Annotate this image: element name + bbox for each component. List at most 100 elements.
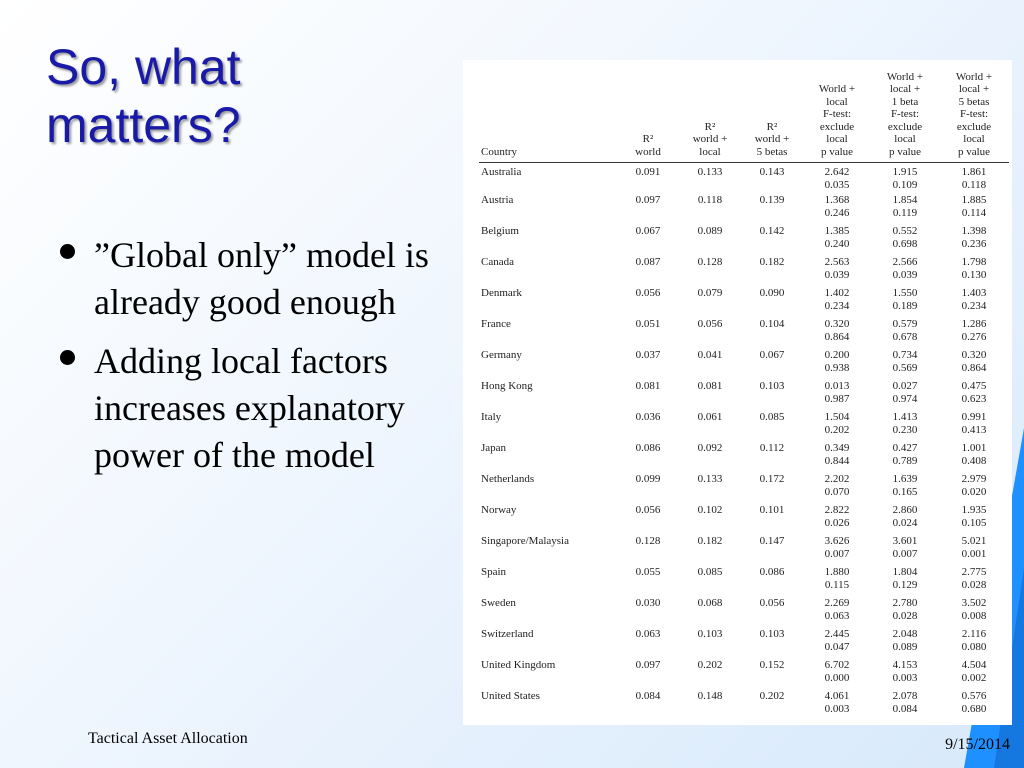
cell-ftest-world-local-1-beta: 2.780 0.028 [892, 597, 918, 622]
column-header-ftest-world-local-5-betas: World + local + 5 betas F-test: exclude … [939, 64, 1009, 163]
cell-ftest-world-local: 2.202 0.070 [824, 473, 850, 498]
slide-title: So, what matters? [46, 39, 241, 153]
cell-ftest-world-local-1-beta: 1.639 0.165 [892, 473, 918, 498]
cell-ftest-world-local: 0.349 0.844 [824, 442, 850, 467]
cell-ftest-world-local-5-betas: 2.979 0.020 [961, 473, 987, 498]
cell-country: Netherlands [481, 473, 535, 485]
cell-r2-world-5-betas: 0.142 [759, 225, 785, 237]
table-row: Sweden 0.030 0.068 0.056 2.269 0.063 2.780 0.… [479, 597, 1009, 628]
table-row: Norway 0.056 0.102 0.101 2.822 0.026 2.860 0.… [479, 504, 1009, 535]
cell-r2-world-local: 0.103 [697, 628, 723, 640]
cell-country: Switzerland [481, 628, 534, 640]
cell-ftest-world-local-1-beta: 0.552 0.698 [892, 225, 918, 250]
cell-r2-world-local: 0.061 [697, 411, 723, 423]
cell-r2-world: 0.067 [635, 225, 661, 237]
cell-r2-world-local: 0.085 [697, 566, 723, 578]
cell-r2-world: 0.056 [635, 504, 661, 516]
cell-r2-world-local: 0.092 [697, 442, 723, 454]
cell-r2-world-5-betas: 0.139 [759, 194, 785, 206]
cell-ftest-world-local-1-beta: 2.078 0.084 [892, 690, 918, 715]
cell-ftest-world-local: 0.013 0.987 [824, 380, 850, 405]
bullet-dot-icon [60, 244, 75, 259]
cell-r2-world-local: 0.102 [697, 504, 723, 516]
cell-ftest-world-local: 2.445 0.047 [824, 628, 850, 653]
cell-r2-world-local: 0.133 [697, 166, 723, 178]
bullet-item: Adding local factors increases explanato… [56, 338, 448, 479]
cell-ftest-world-local-5-betas: 1.798 0.130 [961, 256, 987, 281]
cell-r2-world: 0.063 [635, 628, 661, 640]
cell-r2-world-local: 0.056 [697, 318, 723, 330]
cell-ftest-world-local-5-betas: 2.775 0.028 [961, 566, 987, 591]
cell-r2-world: 0.036 [635, 411, 661, 423]
table-row: Germany 0.037 0.041 0.067 0.200 0.938 0.734 0… [479, 349, 1009, 380]
table-body: Australia 0.091 0.133 0.143 2.642 0.035 1.915… [479, 163, 1009, 722]
table-row: France 0.051 0.056 0.104 0.320 0.864 0.579 0.… [479, 318, 1009, 349]
regression-table: Country R² world R² world + local R² wor… [479, 64, 1009, 721]
column-header-ftest-world-local-1-beta: World + local + 1 beta F-test: exclude l… [871, 64, 939, 163]
cell-ftest-world-local-5-betas: 1.398 0.236 [961, 225, 987, 250]
cell-r2-world-5-betas: 0.143 [759, 166, 785, 178]
cell-country: Spain [481, 566, 507, 578]
table-row: United States 0.084 0.148 0.202 4.061 0.003 2… [479, 690, 1009, 721]
cell-ftest-world-local-5-betas: 2.116 0.080 [961, 628, 987, 653]
cell-ftest-world-local-5-betas: 0.475 0.623 [961, 380, 987, 405]
cell-country: Belgium [481, 225, 519, 237]
cell-ftest-world-local-5-betas: 0.991 0.413 [961, 411, 987, 436]
cell-r2-world: 0.030 [635, 597, 661, 609]
table-header-row: Country R² world R² world + local R² wor… [479, 64, 1009, 163]
cell-ftest-world-local-1-beta: 0.027 0.974 [892, 380, 918, 405]
cell-r2-world-5-betas: 0.067 [759, 349, 785, 361]
cell-ftest-world-local-1-beta: 0.579 0.678 [892, 318, 918, 343]
column-header-r2-world-5-betas: R² world + 5 betas [741, 64, 803, 163]
cell-ftest-world-local-1-beta: 2.048 0.089 [892, 628, 918, 653]
cell-r2-world: 0.097 [635, 194, 661, 206]
cell-country: Italy [481, 411, 502, 423]
bullet-dot-icon [60, 350, 75, 365]
column-header-country: Country [479, 64, 617, 163]
cell-ftest-world-local: 2.642 0.035 [824, 166, 850, 191]
cell-country: United States [481, 690, 540, 702]
regression-table-image: Country R² world R² world + local R² wor… [463, 60, 1012, 725]
table-row: Netherlands 0.099 0.133 0.172 2.202 0.070 1.6… [479, 473, 1009, 504]
cell-r2-world-5-betas: 0.103 [759, 380, 785, 392]
footer-course-title: Tactical Asset Allocation [88, 730, 248, 747]
cell-ftest-world-local-1-beta: 1.413 0.230 [892, 411, 918, 436]
cell-ftest-world-local-5-betas: 1.885 0.114 [961, 194, 987, 219]
cell-ftest-world-local: 6.702 0.000 [824, 659, 850, 684]
cell-r2-world: 0.091 [635, 166, 661, 178]
cell-ftest-world-local-5-betas: 1.935 0.105 [961, 504, 987, 529]
cell-country: Norway [481, 504, 517, 516]
cell-ftest-world-local-5-betas: 3.502 0.008 [961, 597, 987, 622]
cell-country: Canada [481, 256, 514, 268]
table-row: Singapore/Malaysia 0.128 0.182 0.147 3.626 0… [479, 535, 1009, 566]
cell-r2-world-local: 0.041 [697, 349, 723, 361]
bullet-item: ”Global only” model is already good enou… [56, 232, 448, 326]
cell-ftest-world-local-1-beta: 0.734 0.569 [892, 349, 918, 374]
cell-r2-world: 0.056 [635, 287, 661, 299]
cell-ftest-world-local-5-betas: 1.286 0.276 [961, 318, 987, 343]
cell-country: Austria [481, 194, 514, 206]
bullet-list: ”Global only” model is already good enou… [56, 232, 448, 491]
cell-ftest-world-local: 3.626 0.007 [824, 535, 850, 560]
cell-r2-world-local: 0.081 [697, 380, 723, 392]
cell-r2-world-local: 0.133 [697, 473, 723, 485]
cell-r2-world: 0.097 [635, 659, 661, 671]
cell-ftest-world-local: 1.880 0.115 [824, 566, 850, 591]
cell-r2-world-5-betas: 0.182 [759, 256, 785, 268]
cell-r2-world-5-betas: 0.090 [759, 287, 785, 299]
footer-date: 9/15/2014 [945, 736, 1010, 753]
cell-r2-world-5-betas: 0.202 [759, 690, 785, 702]
table-row: Canada 0.087 0.128 0.182 2.563 0.039 2.566 0.… [479, 256, 1009, 287]
cell-ftest-world-local-1-beta: 1.550 0.189 [892, 287, 918, 312]
cell-ftest-world-local-1-beta: 2.566 0.039 [892, 256, 918, 281]
column-header-r2-world-local: R² world + local [679, 64, 741, 163]
cell-ftest-world-local: 0.320 0.864 [824, 318, 850, 343]
cell-ftest-world-local: 1.368 0.246 [824, 194, 850, 219]
cell-ftest-world-local-5-betas: 0.320 0.864 [961, 349, 987, 374]
cell-r2-world-5-betas: 0.056 [759, 597, 785, 609]
cell-ftest-world-local-1-beta: 0.427 0.789 [892, 442, 918, 467]
table-row: United Kingdom 0.097 0.202 0.152 6.702 0.000… [479, 659, 1009, 690]
cell-r2-world: 0.051 [635, 318, 661, 330]
cell-ftest-world-local-1-beta: 1.804 0.129 [892, 566, 918, 591]
table-row: Australia 0.091 0.133 0.143 2.642 0.035 1.915… [479, 163, 1009, 195]
